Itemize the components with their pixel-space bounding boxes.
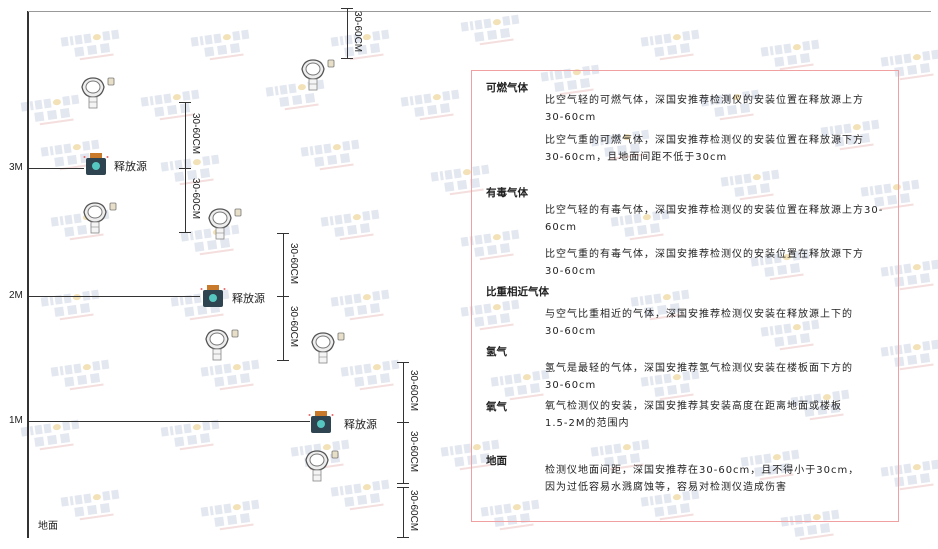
dimension-tick [341, 8, 353, 9]
dimension-line [283, 233, 284, 296]
dimension-tick [397, 483, 409, 484]
level-3m-label: 3M [9, 162, 23, 173]
dimension-tick [277, 360, 289, 361]
dimension-tick [179, 168, 191, 169]
watermark-logo [328, 285, 401, 324]
gas-detector-icon [301, 59, 335, 91]
dimension-line [403, 487, 404, 537]
watermark-logo [458, 10, 531, 49]
dimension-label: 30-60CM [190, 178, 201, 220]
dimension-line [403, 362, 404, 422]
dimension-label: 30-60CM [352, 11, 363, 53]
dimension-tick [397, 537, 409, 538]
wall-line [27, 11, 29, 538]
dimension-line [185, 168, 186, 232]
watermark-logo [398, 85, 471, 124]
dimension-tick [277, 233, 289, 234]
note-title: 有毒气体 [486, 187, 528, 199]
note-paragraph: 比空气重的可燃气体，深国安推荐检测仪的安装位置在释放源下方30-60cm，且地面… [545, 135, 864, 163]
watermark-logo [198, 495, 271, 534]
note-paragraph: 氧气检测仪的安装，深国安推荐其安装高度在距离地面或楼板1.5-2M的范围内 [545, 401, 842, 429]
watermark-logo [58, 485, 131, 524]
gas-detector-icon [205, 329, 239, 361]
note-paragraph: 比空气轻的可燃气体，深国安推荐检测仪的安装位置在释放源上方30-60cm [545, 95, 864, 123]
dimension-line [347, 8, 348, 58]
note-paragraph: 与空气比重相近的气体，深国安推荐检测仪安装在释放源上下的30-60cm [545, 309, 853, 337]
ceiling-line [28, 11, 931, 12]
dimension-line [403, 422, 404, 483]
watermark-logo [638, 25, 711, 64]
note-title: 氧气 [486, 401, 507, 413]
gas-detector-icon [305, 450, 339, 482]
dimension-tick [397, 422, 409, 423]
note-title: 可燃气体 [486, 82, 528, 94]
release-source-icon [200, 285, 226, 307]
dimension-label: 30-60CM [288, 242, 299, 284]
note-title: 比重相近气体 [486, 286, 549, 298]
dimension-label: 30-60CM [288, 306, 299, 348]
dimension-label: 30-60CM [408, 490, 419, 532]
dimension-line [185, 102, 186, 168]
dimension-tick [179, 102, 191, 103]
release-source-label: 释放源 [114, 160, 147, 173]
note-title: 地面 [486, 455, 507, 467]
gas-detector-icon [208, 208, 242, 240]
note-paragraph: 比空气重的有毒气体，深国安推荐检测仪的安装位置在释放源下方30-60cm [545, 249, 864, 277]
gas-detector-icon [81, 77, 115, 109]
level-2m-line [28, 296, 200, 297]
dimension-tick [341, 58, 353, 59]
watermark-logo [38, 285, 111, 324]
level-3m-line [28, 168, 84, 169]
release-source-label: 释放源 [344, 418, 377, 431]
dimension-tick [397, 362, 409, 363]
level-2m-label: 2M [9, 290, 23, 301]
release-source-label: 释放源 [232, 292, 265, 305]
gas-detector-icon [83, 202, 117, 234]
level-1m-line [28, 421, 310, 422]
watermark-logo [48, 355, 121, 394]
note-paragraph: 检测仪地面间距，深国安推荐在30-60cm，且不得小于30cm，因为过低容易水溅… [545, 465, 860, 493]
watermark-logo [328, 25, 401, 64]
notes-panel [471, 70, 899, 522]
note-paragraph: 氢气是最轻的气体，深国安推荐氢气检测仪安装在楼板面下方的30-60cm [545, 363, 853, 391]
watermark-logo [318, 205, 391, 244]
watermark-logo [758, 35, 831, 74]
dimension-label: 30-60CM [408, 370, 419, 412]
release-source-icon [83, 153, 109, 175]
ground-label: 地面 [38, 521, 58, 532]
level-1m-label: 1M [9, 415, 23, 426]
note-paragraph: 比空气轻的有毒气体，深国安推荐检测仪的安装位置在释放源上方30-60cm [545, 205, 884, 233]
watermark-logo [58, 25, 131, 64]
release-source-icon [308, 411, 334, 433]
dimension-tick [277, 296, 289, 297]
watermark-logo [298, 135, 371, 174]
note-title: 氢气 [486, 346, 507, 358]
watermark-logo [188, 25, 261, 64]
gas-detector-icon [311, 332, 345, 364]
dimension-label: 30-60CM [190, 113, 201, 155]
dimension-line [283, 296, 284, 360]
dimension-tick [397, 487, 409, 488]
dimension-tick [179, 232, 191, 233]
dimension-label: 30-60CM [408, 430, 419, 472]
